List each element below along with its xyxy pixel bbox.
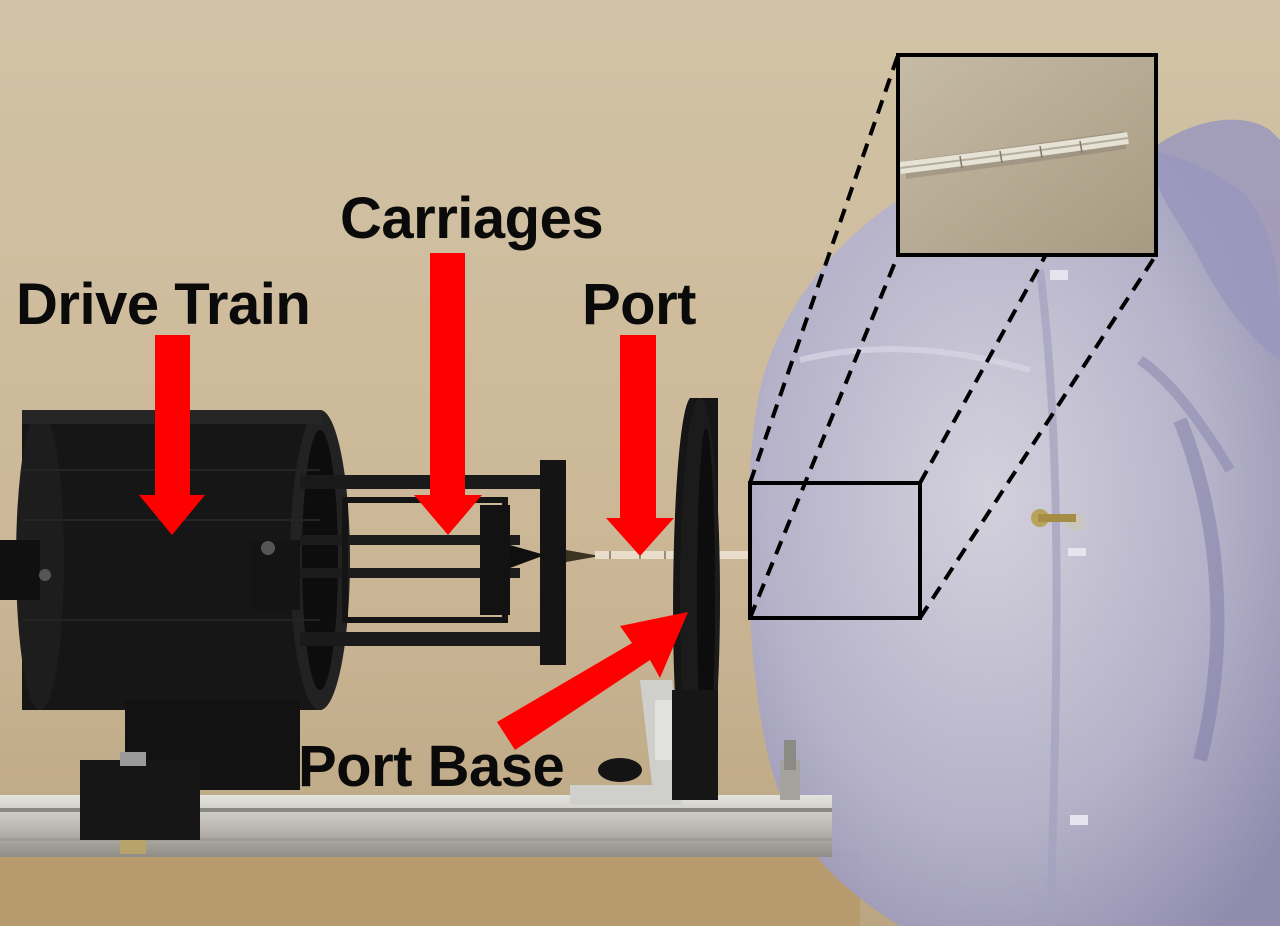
carriages-arrow: [414, 253, 482, 535]
drive-train-arrow: [139, 335, 205, 535]
drive-train-label: Drive Train: [16, 272, 311, 337]
port-label: Port: [582, 272, 697, 337]
inset-magnified-view: [896, 53, 1158, 257]
phantom-heart: [748, 119, 1280, 926]
port-base-bracket: [570, 680, 800, 805]
port-arrow: [606, 335, 674, 556]
carriages-assembly: [300, 460, 600, 665]
catheter-tube: [595, 551, 750, 559]
zoom-region-box: [748, 481, 922, 620]
carriages-label: Carriages: [340, 186, 604, 251]
port-base-arrow: [497, 612, 688, 750]
zoom-callout-lines: [748, 54, 1158, 620]
port-base-label: Port Base: [298, 734, 565, 799]
table-surface: [0, 850, 860, 926]
annotation-arrows: [139, 253, 688, 750]
